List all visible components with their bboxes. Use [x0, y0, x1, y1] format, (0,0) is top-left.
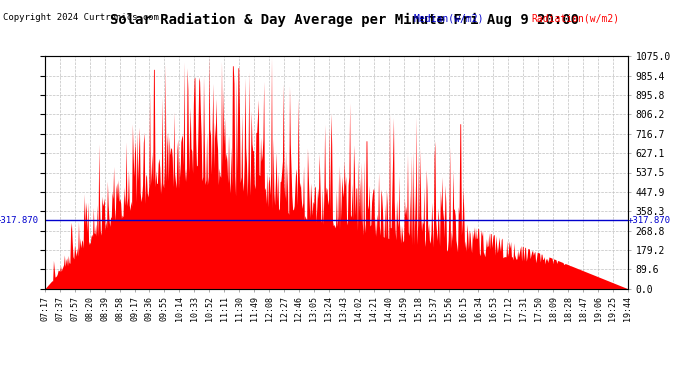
Text: Median(w/m2): Median(w/m2): [414, 13, 484, 23]
Text: Copyright 2024 Curtronics.com: Copyright 2024 Curtronics.com: [3, 13, 159, 22]
Text: Solar Radiation & Day Average per Minute Fri Aug 9 20:00: Solar Radiation & Day Average per Minute…: [110, 13, 580, 27]
Text: +317.870: +317.870: [0, 216, 39, 225]
Text: Radiation(w/m2): Radiation(w/m2): [531, 13, 620, 23]
Text: +317.870: +317.870: [628, 216, 671, 225]
